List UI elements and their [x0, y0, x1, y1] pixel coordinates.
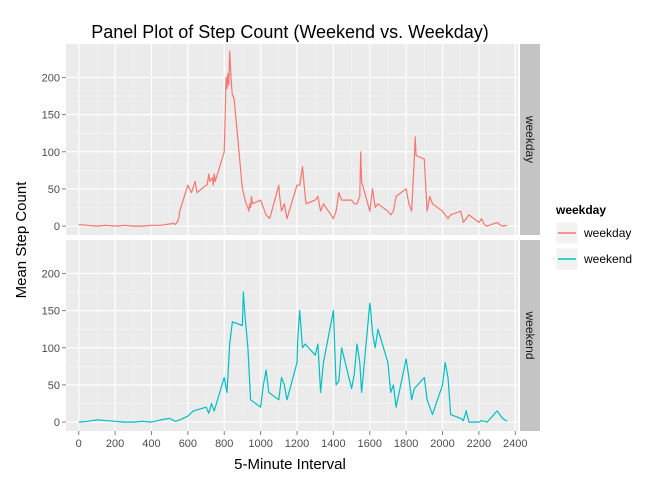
x-tick-label: 200	[106, 438, 124, 450]
chart-title: Panel Plot of Step Count (Weekend vs. We…	[91, 22, 489, 42]
strip-label: weekday	[523, 115, 537, 163]
panel-background	[66, 44, 518, 235]
y-tick-label: 0	[54, 221, 60, 233]
x-tick-label: 1400	[321, 438, 345, 450]
series-line-weekday	[78, 50, 508, 227]
panel-weekday: 0 50 100 150 200 weekday	[42, 44, 540, 235]
y-axis-title: Mean Step Count	[13, 181, 30, 299]
y-tick-label: 150	[42, 306, 60, 318]
y-tick-label: 150	[42, 110, 60, 122]
x-axis-title: 5-Minute Interval	[234, 456, 346, 473]
x-tick-label: 1800	[394, 438, 418, 450]
legend-label-weekday: weekday	[583, 226, 631, 240]
y-tick-label: 50	[48, 184, 60, 196]
x-axis: 0 200 400 600 800 1000 1200 1400 1600 1800 2000 220…	[76, 431, 528, 450]
panel-weekend: 0 50 100 150 200 weekend	[42, 240, 540, 431]
x-tick-label: 400	[142, 438, 160, 450]
x-tick-label: 2400	[503, 438, 527, 450]
legend: weekday weekday weekend	[555, 203, 632, 271]
legend-label-weekend: weekend	[583, 252, 632, 266]
y-tick-label: 50	[48, 380, 60, 392]
strip-label: weekend	[523, 310, 537, 359]
strip-weekend	[520, 240, 540, 431]
strip-weekday	[520, 44, 540, 235]
x-tick-label: 600	[179, 438, 197, 450]
x-tick-label: 800	[215, 438, 233, 450]
y-tick-label: 200	[42, 268, 60, 280]
x-tick-label: 1600	[358, 438, 382, 450]
x-tick-label: 1200	[285, 438, 309, 450]
y-tick-label: 0	[54, 417, 60, 429]
panels: 0 50 100 150 200 weekday 0 50 100 150 200 weekend	[42, 44, 540, 431]
y-tick-label: 100	[42, 343, 60, 355]
y-tick-label: 100	[42, 147, 60, 159]
legend-title: weekday	[555, 203, 606, 217]
series-line-weekend	[78, 291, 508, 423]
x-tick-label: 0	[76, 438, 82, 450]
x-tick-label: 2200	[467, 438, 491, 450]
x-tick-label: 1000	[248, 438, 272, 450]
y-tick-label: 200	[42, 72, 60, 84]
x-tick-label: 2000	[430, 438, 454, 450]
